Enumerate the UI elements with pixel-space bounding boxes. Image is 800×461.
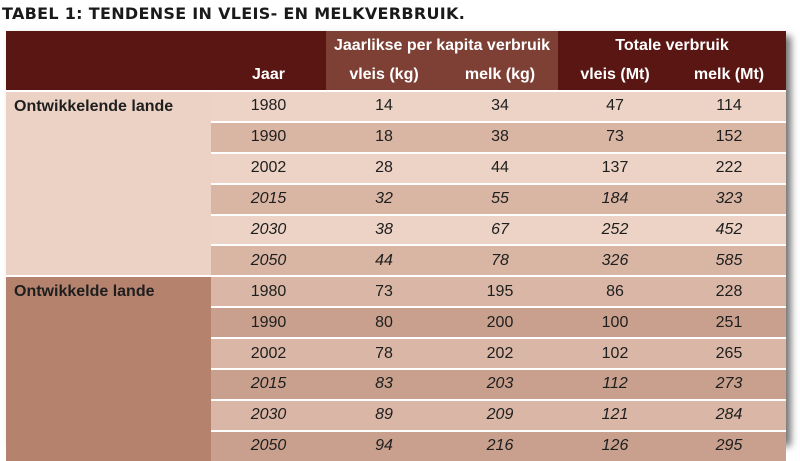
cell-milk-kg: 67 xyxy=(442,213,558,246)
cell-year: 1980 xyxy=(211,90,326,122)
cell-meat-kg: 18 xyxy=(326,120,442,153)
cell-year: 2030 xyxy=(211,398,326,431)
table-row: 2002 28 44 137 222 xyxy=(6,151,787,184)
cell-milk-kg: 195 xyxy=(442,275,558,308)
cell-meat-kg: 38 xyxy=(326,213,442,246)
cell-milk-mt: 284 xyxy=(672,398,787,431)
cell-milk-kg: 202 xyxy=(442,337,558,370)
header-empty-cell xyxy=(211,31,326,60)
cell-meat-kg: 44 xyxy=(326,244,442,277)
cell-meat-kg: 80 xyxy=(326,306,442,339)
cell-milk-mt: 452 xyxy=(672,213,787,246)
cell-meat-mt: 102 xyxy=(558,337,672,370)
cell-milk-mt: 152 xyxy=(672,120,787,153)
cell-milk-mt: 114 xyxy=(672,90,787,122)
cell-milk-mt: 222 xyxy=(672,151,787,184)
cell-milk-mt: 273 xyxy=(672,368,787,400)
cell-meat-mt: 47 xyxy=(558,90,672,122)
header-row-columns: Jaar vleis (kg) melk (kg) vleis (Mt) mel… xyxy=(6,60,787,91)
cell-milk-mt: 265 xyxy=(672,337,787,370)
cell-year: 2002 xyxy=(211,151,326,184)
cell-meat-mt: 86 xyxy=(558,275,672,308)
cell-milk-kg: 209 xyxy=(442,398,558,431)
cell-meat-kg: 78 xyxy=(326,337,442,370)
cell-milk-kg: 203 xyxy=(442,368,558,400)
cell-milk-mt: 323 xyxy=(672,182,787,215)
group-label: Ontwikkelde lande xyxy=(6,275,211,461)
header-total: Totale verbruik xyxy=(558,31,787,60)
table-frame: Jaarlikse per kapita verbruik Totale ver… xyxy=(6,31,787,461)
cell-year: 2050 xyxy=(211,244,326,277)
cell-meat-kg: 94 xyxy=(326,429,442,461)
cell-meat-mt: 112 xyxy=(558,368,672,400)
cell-meat-mt: 252 xyxy=(558,213,672,246)
table-row: Ontwikkelde lande 1980 73 195 86 228 xyxy=(6,275,787,461)
cell-year: 1990 xyxy=(211,120,326,153)
cell-milk-kg: 38 xyxy=(442,120,558,153)
table-row: Ontwikkelende lande 1980 14 34 47 114 xyxy=(6,89,787,277)
header-empty-cell xyxy=(6,31,211,60)
cell-milk-kg: 34 xyxy=(442,90,558,122)
cell-meat-mt: 121 xyxy=(558,398,672,431)
cell-meat-mt: 326 xyxy=(558,244,672,277)
cell-milk-kg: 78 xyxy=(442,244,558,277)
header-row-groups: Jaarlikse per kapita verbruik Totale ver… xyxy=(6,31,787,60)
cell-milk-kg: 55 xyxy=(442,182,558,215)
group-label: Ontwikkelende lande xyxy=(6,89,211,277)
cell-meat-kg: 89 xyxy=(326,398,442,431)
header-empty-cell xyxy=(6,60,211,91)
cell-year: 1990 xyxy=(211,306,326,339)
table-row: 2030 89 209 121 284 xyxy=(6,398,787,431)
table-row: 2050 44 78 326 585 xyxy=(6,244,787,277)
cell-year: 2015 xyxy=(211,182,326,215)
cell-milk-kg: 216 xyxy=(442,429,558,461)
cell-meat-kg: 28 xyxy=(326,151,442,184)
cell-milk-mt: 585 xyxy=(672,244,787,277)
cell-year: 2030 xyxy=(211,213,326,246)
cell-year: 2002 xyxy=(211,337,326,370)
cell-meat-mt: 73 xyxy=(558,120,672,153)
header-meat-kg: vleis (kg) xyxy=(326,60,442,91)
cell-milk-mt: 228 xyxy=(672,275,787,308)
table-row: 1990 18 38 73 152 xyxy=(6,120,787,153)
table-row: 2002 78 202 102 265 xyxy=(6,337,787,370)
table-row: 2030 38 67 252 452 xyxy=(6,213,787,246)
cell-meat-kg: 32 xyxy=(326,182,442,215)
cell-meat-kg: 14 xyxy=(326,90,442,122)
cell-meat-mt: 137 xyxy=(558,151,672,184)
header-milk-mt: melk (Mt) xyxy=(672,60,787,91)
table-row: 2015 83 203 112 273 xyxy=(6,368,787,400)
cell-meat-mt: 100 xyxy=(558,306,672,339)
header-year: Jaar xyxy=(211,60,326,91)
cell-milk-mt: 295 xyxy=(672,429,787,461)
consumption-table: Jaarlikse per kapita verbruik Totale ver… xyxy=(6,31,787,461)
cell-milk-kg: 44 xyxy=(442,151,558,184)
header-per-capita: Jaarlikse per kapita verbruik xyxy=(326,31,558,60)
table-row: 1990 80 200 100 251 xyxy=(6,306,787,339)
cell-meat-kg: 73 xyxy=(326,275,442,308)
cell-year: 1980 xyxy=(211,275,326,308)
cell-year: 2015 xyxy=(211,368,326,400)
header-meat-mt: vleis (Mt) xyxy=(558,60,672,91)
cell-meat-mt: 184 xyxy=(558,182,672,215)
cell-year: 2050 xyxy=(211,429,326,461)
header-milk-kg: melk (kg) xyxy=(442,60,558,91)
cell-milk-mt: 251 xyxy=(672,306,787,339)
cell-meat-mt: 126 xyxy=(558,429,672,461)
cell-milk-kg: 200 xyxy=(442,306,558,339)
table-title: TABEL 1: TENDENSE IN VLEIS- EN MELKVERBR… xyxy=(2,4,466,23)
table-row: 2015 32 55 184 323 xyxy=(6,182,787,215)
cell-meat-kg: 83 xyxy=(326,368,442,400)
